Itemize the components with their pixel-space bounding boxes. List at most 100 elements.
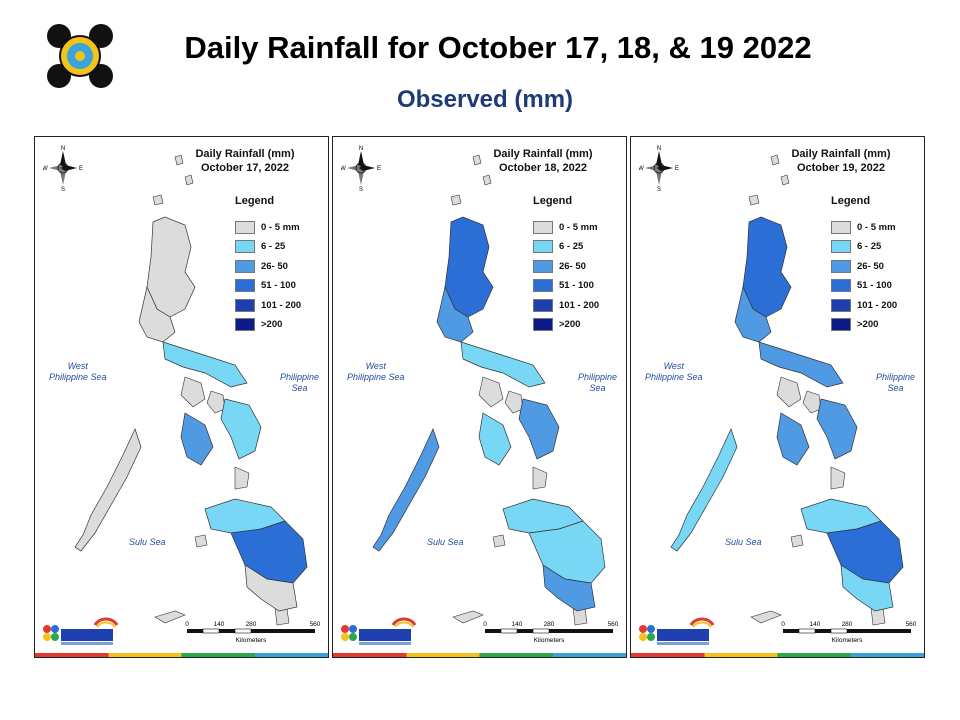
scale-unit: Kilometers (236, 637, 267, 644)
legend-label: 51 - 100 (857, 280, 892, 291)
compass-w: W (341, 166, 346, 172)
compass-s: S (657, 187, 661, 191)
legend-swatch (235, 298, 255, 312)
island-region-2 (532, 466, 548, 490)
region-visayas-east (816, 398, 858, 460)
scale-bar: 0 140 280 560 Kilometers (781, 619, 917, 649)
legend-label: >200 (857, 319, 879, 330)
legend-label: 101 - 200 (559, 299, 600, 311)
legend-swatch (831, 220, 851, 234)
scale-tick: 280 (544, 621, 555, 628)
sea-label-sulu: Sulu Sea (725, 537, 762, 547)
island-region-5 (780, 174, 790, 186)
map-date: October 19, 2022 (796, 162, 886, 174)
philippines-map (372, 154, 606, 626)
rainfall-map-panel-oct17: N S W E Daily Rainfall (mm) October 17, 2022 L… (34, 136, 329, 658)
philippines-map (670, 154, 904, 626)
island-region-3 (748, 194, 760, 206)
legend-swatch (533, 279, 553, 292)
legend-swatch (533, 298, 553, 312)
compass-rose-icon: N S W E (42, 145, 83, 193)
island-region-1 (504, 390, 524, 414)
compass-s: S (61, 187, 65, 191)
island-region-0 (776, 376, 802, 408)
pagasa-logo (39, 615, 119, 651)
legend-item: 26- 50 (533, 258, 586, 274)
island-region-2 (830, 466, 846, 490)
legend-label: >200 (261, 319, 283, 330)
region-luzon-central (734, 285, 772, 343)
map-title: Daily Rainfall (mm) (195, 148, 295, 160)
region-mindanao-south (244, 564, 298, 612)
compass-rose-icon: N S W E (638, 145, 679, 193)
compass-w: W (639, 166, 644, 172)
scale-unit: Kilometers (534, 637, 565, 644)
island-region-5 (184, 174, 194, 186)
region-palawan (670, 428, 738, 552)
sea-label-philippine: Philippine Sea (577, 372, 618, 393)
island-region-4 (770, 154, 780, 166)
legend-swatch (831, 298, 851, 312)
scale-tick: 560 (608, 621, 618, 628)
scale-tick: 0 (185, 621, 189, 628)
region-luzon-north (444, 216, 494, 318)
legend-item: 26- 50 (235, 258, 288, 274)
legend-swatch (533, 259, 553, 273)
legend-label: 101 - 200 (261, 299, 302, 311)
island-region-7 (154, 610, 186, 624)
scale-bar: 0 140 280 560 Kilometers (185, 619, 321, 649)
legend-item: 101 - 200 (533, 297, 599, 313)
legend-title: Legend (831, 195, 871, 207)
legend-item: 0 - 5 mm (533, 219, 598, 235)
region-visayas-west (180, 412, 214, 466)
legend-swatch (235, 240, 255, 253)
region-palawan (372, 428, 440, 552)
compass-n: N (657, 146, 661, 152)
scale-tick: 560 (310, 621, 320, 628)
legend-swatch (235, 259, 255, 273)
map-date: October 17, 2022 (200, 162, 290, 174)
island-region-1 (206, 390, 226, 414)
legend-item: >200 (533, 317, 580, 333)
island-region-5 (482, 174, 492, 186)
sea-label-philippine: Philippine Sea (875, 372, 916, 393)
legend-label: 6 - 25 (261, 241, 286, 252)
island-region-8 (194, 534, 208, 548)
region-luzon-south (758, 341, 844, 388)
sea-label-sulu: Sulu Sea (129, 537, 166, 547)
island-region-8 (492, 534, 506, 548)
scale-bar: 0 140 280 560 Kilometers (483, 619, 619, 649)
scale-tick: 0 (483, 621, 487, 628)
rainfall-map-panel-oct18: N S W E Daily Rainfall (mm) October 18, 2022 L… (332, 136, 627, 658)
legend-label: 101 - 200 (857, 299, 898, 311)
legend-item: 26- 50 (831, 258, 884, 274)
island-region-8 (790, 534, 804, 548)
map-title-block: Daily Rainfall (mm) October 17, 2022 (180, 147, 310, 175)
legend-swatch (533, 318, 553, 331)
legend-label: 6 - 25 (857, 241, 882, 252)
page-title: Daily Rainfall for October 17, 18, & 19 … (184, 30, 812, 65)
dost-pagasa-seal-logo (47, 24, 113, 88)
page-subtitle: Observed (mm) (396, 86, 574, 113)
island-region-3 (450, 194, 462, 206)
philippines-map (74, 154, 308, 626)
legend-item: 6 - 25 (831, 239, 881, 255)
pagasa-logo (337, 615, 417, 651)
legend-title: Legend (533, 195, 573, 207)
legend-label: 51 - 100 (261, 280, 296, 291)
region-luzon-north (146, 216, 196, 318)
sea-label-west-philippine: West Philippine Sea (645, 361, 703, 382)
legend-label: 6 - 25 (559, 241, 584, 252)
region-visayas-east (518, 398, 560, 460)
legend-item: 51 - 100 (831, 278, 892, 294)
legend-label: 0 - 5 mm (261, 221, 300, 233)
legend-swatch (831, 279, 851, 292)
map-title: Daily Rainfall (mm) (791, 148, 891, 160)
island-region-7 (452, 610, 484, 624)
region-visayas-west (478, 412, 512, 466)
legend-label: >200 (559, 319, 581, 330)
legend-item: >200 (831, 317, 878, 333)
color-stripe (333, 653, 626, 657)
legend-label: 26- 50 (857, 260, 884, 272)
region-visayas-east (220, 398, 262, 460)
